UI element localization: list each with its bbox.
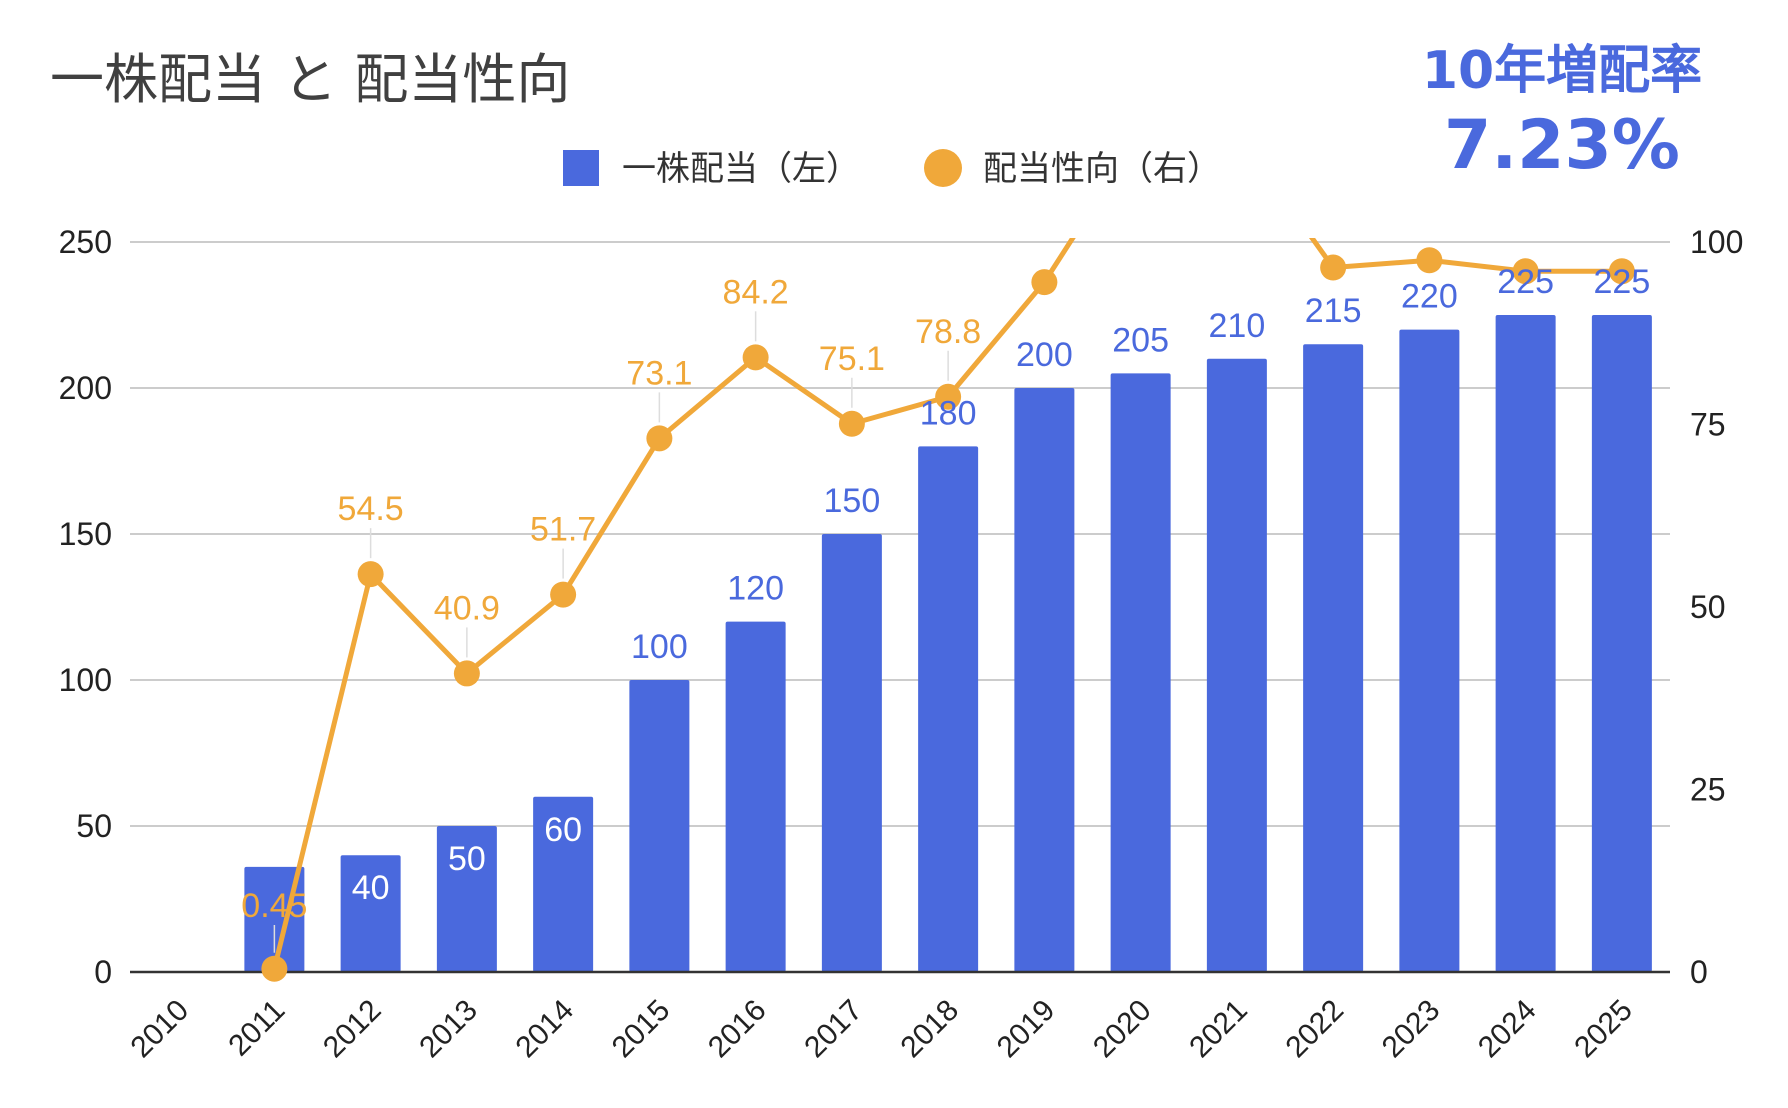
y-right-tick-label: 50	[1690, 589, 1726, 625]
x-tick-label: 2022	[1280, 994, 1351, 1065]
bar-data-label: 205	[1112, 321, 1169, 359]
y-left-tick-label: 0	[94, 954, 112, 990]
line-point	[550, 581, 577, 608]
x-tick-label: 2020	[1087, 994, 1158, 1065]
bar-data-label: 180	[920, 394, 977, 432]
line-point	[935, 383, 962, 410]
line-point	[1608, 258, 1635, 285]
line-series	[261, 120, 1635, 982]
line-point	[1128, 120, 1154, 146]
legend: 一株配当（左） 配当性向（右）	[563, 149, 1221, 189]
y-right-tick-label: 0	[1690, 954, 1708, 990]
bar	[1591, 315, 1652, 972]
x-tick-label: 2023	[1376, 994, 1447, 1065]
line-point	[357, 561, 384, 588]
x-tick-label: 2017	[798, 994, 869, 1065]
bar	[821, 534, 882, 972]
bar-data-label: 225	[1594, 263, 1651, 301]
bar-data-label: 200	[1016, 336, 1073, 374]
growth-rate-value: 7.23%	[1444, 106, 1680, 185]
bar	[1206, 358, 1267, 972]
bar	[1303, 344, 1364, 972]
line-point	[1224, 120, 1250, 146]
line-point	[1320, 254, 1347, 281]
line-point	[1416, 247, 1443, 274]
y-right-tick-label: 100	[1690, 224, 1743, 260]
x-tick-label: 2025	[1568, 994, 1639, 1065]
legend-bar-label: 一株配当（左）	[622, 149, 860, 189]
bar-data-label: 150	[824, 482, 881, 520]
bar-data-label: 50	[448, 840, 486, 878]
y-left-tick-label: 50	[76, 808, 112, 844]
bar	[629, 680, 690, 972]
x-tick-label: 2013	[413, 994, 484, 1065]
x-tick-label: 2011	[222, 994, 291, 1063]
line-point	[453, 660, 480, 687]
bar-data-label: 210	[1209, 307, 1266, 345]
growth-rate-label: 10年増配率	[1422, 41, 1702, 101]
bar	[1495, 315, 1556, 972]
bar	[1399, 329, 1460, 973]
line-data-label: 78.8	[915, 313, 981, 351]
ticks: 0 50 100 150 200 250 0 25 50 75 100 2010 2011 2012 201…	[59, 224, 1744, 1064]
bar-data-label: 100	[631, 628, 688, 666]
y-left-tick-label: 200	[59, 370, 112, 406]
x-tick-label: 2021	[1183, 994, 1254, 1065]
bar	[1110, 373, 1171, 972]
bar	[918, 446, 979, 972]
line-point	[1512, 258, 1539, 285]
legend-line-label: 配当性向（右）	[983, 149, 1221, 189]
bar-data-label: 60	[544, 811, 582, 849]
line-point	[646, 425, 673, 452]
line-data-label: 54.5	[338, 490, 404, 528]
line-data-label: 84.2	[723, 273, 789, 311]
x-tick-label: 2019	[991, 994, 1062, 1065]
legend-bar-swatch	[563, 150, 599, 186]
bar-data-label: 120	[727, 570, 784, 608]
bar-data-label: 220	[1401, 278, 1458, 316]
line-point	[1031, 269, 1058, 296]
x-tick-label: 2014	[510, 994, 581, 1065]
line-data-label: 73.1	[626, 354, 692, 392]
y-right-tick-label: 75	[1690, 407, 1726, 443]
bar	[725, 621, 786, 972]
line-data-label: 75.1	[819, 340, 885, 378]
x-tick-label: 2024	[1472, 994, 1543, 1065]
y-right-tick-label: 25	[1690, 772, 1726, 808]
line-point	[838, 410, 865, 437]
x-tick-label: 2015	[606, 994, 677, 1065]
bar	[436, 826, 497, 972]
x-tick-label: 2016	[702, 994, 773, 1065]
bars	[244, 315, 1652, 973]
y-left-tick-label: 250	[59, 224, 112, 260]
bar	[1014, 388, 1075, 972]
y-left-tick-label: 150	[59, 516, 112, 552]
bar	[533, 796, 594, 972]
bar-data-label: 215	[1305, 292, 1362, 330]
x-tick-label: 2018	[895, 994, 966, 1065]
bar	[340, 855, 401, 972]
line-data-label: 51.7	[530, 511, 596, 549]
chart-title: 一株配当 と 配当性向	[50, 48, 570, 111]
line-data-label: 40.9	[434, 589, 500, 627]
line-point	[261, 955, 288, 982]
bar	[244, 866, 305, 972]
line-point	[742, 344, 769, 371]
x-tick-label: 2012	[317, 994, 388, 1065]
x-tick-label: 2010	[125, 994, 196, 1065]
y-left-tick-label: 100	[59, 662, 112, 698]
bar-data-label: 225	[1497, 263, 1554, 301]
legend-line-swatch	[924, 149, 962, 187]
line-data-label: 0.45	[241, 887, 307, 925]
data-labels: 0.45 54.5 40.9 51.7 73.1 84.2 75.1 78.8 40 50 60 10…	[241, 263, 1650, 953]
bar-data-label: 40	[352, 869, 390, 907]
